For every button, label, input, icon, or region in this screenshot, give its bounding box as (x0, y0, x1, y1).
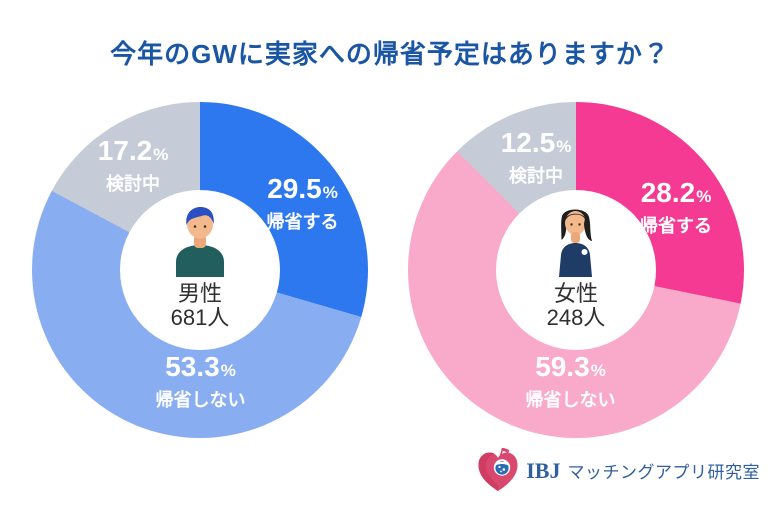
segment-label-female-kisei-shinai: 59.3% 帰省しない (488, 352, 653, 412)
segment-category: 検討中 (509, 166, 563, 186)
segment-label-male-kentochu: 17.2% 検討中 (58, 136, 208, 196)
segment-percent: 28.2% (640, 177, 712, 208)
segment-label-female-kentochu: 12.5% 検討中 (461, 128, 611, 188)
heart-flask-logo-icon (478, 448, 518, 491)
group-label: 男性 (177, 281, 222, 306)
segment-label-male-kisei-shinai: 53.3% 帰省しない (118, 352, 283, 412)
segment-category: 帰省しない (155, 390, 246, 410)
donut-chart-male: 29.5% 帰省する 53.3% 帰省しない 17.2% 検討中 男性 681人 (30, 100, 370, 440)
percent-sign: % (590, 361, 606, 380)
segment-category: 帰省する (266, 212, 339, 232)
logo-text-ibj: IBJ (526, 457, 561, 483)
segment-category: 帰省しない (525, 390, 616, 410)
logo-text-lab: マッチングアプリ研究室 (567, 463, 760, 482)
percent-sign: % (556, 137, 572, 156)
segment-category: 検討中 (106, 174, 160, 194)
group-count: 681人 (170, 305, 230, 330)
segment-label-male-kisei-suru: 29.5% 帰省する (220, 174, 385, 234)
percent-sign: % (153, 145, 169, 164)
segment-category: 帰省する (640, 216, 712, 236)
donut-center-male: 男性 681人 (120, 190, 280, 350)
percent-sign: % (696, 187, 712, 206)
footer-logo: IBJ マッチングアプリ研究室 (477, 448, 760, 493)
donut-chart-female: 28.2% 帰省する 59.3% 帰省しない 12.5% 検討中 女性 248人 (406, 100, 746, 440)
segment-label-female-kisei-suru: 28.2% 帰省する (596, 178, 756, 238)
female-avatar-icon (559, 209, 592, 277)
segment-percent: 17.2% (97, 135, 169, 166)
percent-sign: % (220, 361, 236, 380)
percent-sign: % (322, 183, 338, 202)
segment-percent: 53.3% (165, 351, 236, 382)
segment-percent: 59.3% (535, 351, 606, 382)
donut-center-female: 女性 248人 (496, 190, 656, 350)
group-label: 女性 (553, 281, 598, 306)
group-count: 248人 (546, 305, 606, 330)
male-avatar-icon (176, 206, 224, 277)
page-title: 今年のGWに実家への帰省予定はありますか？ (110, 39, 670, 69)
segment-percent: 29.5% (267, 173, 338, 204)
segment-percent: 12.5% (500, 127, 572, 158)
